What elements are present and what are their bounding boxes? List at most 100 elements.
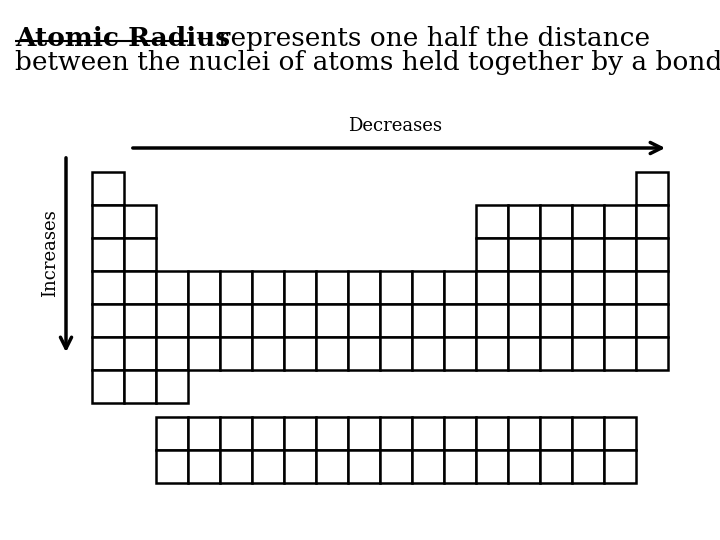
- Bar: [284, 450, 316, 483]
- Bar: [444, 271, 476, 304]
- Bar: [92, 304, 124, 337]
- Bar: [604, 205, 636, 238]
- Bar: [348, 337, 380, 370]
- Bar: [220, 450, 252, 483]
- Bar: [220, 271, 252, 304]
- Bar: [572, 205, 604, 238]
- Bar: [124, 370, 156, 403]
- Bar: [92, 370, 124, 403]
- Bar: [540, 205, 572, 238]
- Bar: [508, 450, 540, 483]
- Bar: [508, 271, 540, 304]
- Bar: [156, 304, 188, 337]
- Bar: [316, 337, 348, 370]
- Bar: [412, 304, 444, 337]
- Bar: [252, 450, 284, 483]
- Bar: [92, 271, 124, 304]
- Bar: [380, 271, 412, 304]
- Bar: [604, 304, 636, 337]
- Bar: [572, 337, 604, 370]
- Bar: [316, 417, 348, 450]
- Bar: [252, 337, 284, 370]
- Bar: [284, 271, 316, 304]
- Bar: [284, 417, 316, 450]
- Bar: [412, 271, 444, 304]
- Bar: [124, 271, 156, 304]
- Bar: [124, 205, 156, 238]
- Bar: [284, 337, 316, 370]
- Bar: [188, 417, 220, 450]
- Bar: [636, 337, 668, 370]
- Bar: [476, 304, 508, 337]
- Bar: [156, 370, 188, 403]
- Text: between the nuclei of atoms held together by a bond.: between the nuclei of atoms held togethe…: [15, 50, 720, 75]
- Bar: [348, 450, 380, 483]
- Bar: [508, 205, 540, 238]
- Bar: [156, 450, 188, 483]
- Bar: [380, 417, 412, 450]
- Bar: [636, 271, 668, 304]
- Bar: [572, 417, 604, 450]
- Bar: [540, 304, 572, 337]
- Bar: [380, 337, 412, 370]
- Bar: [188, 304, 220, 337]
- Bar: [540, 271, 572, 304]
- Bar: [572, 450, 604, 483]
- Bar: [604, 450, 636, 483]
- Bar: [156, 417, 188, 450]
- Bar: [540, 417, 572, 450]
- Bar: [348, 417, 380, 450]
- Bar: [540, 450, 572, 483]
- Bar: [348, 271, 380, 304]
- Bar: [508, 417, 540, 450]
- Bar: [188, 337, 220, 370]
- Bar: [476, 205, 508, 238]
- Bar: [604, 271, 636, 304]
- Bar: [444, 450, 476, 483]
- Bar: [316, 271, 348, 304]
- Bar: [188, 450, 220, 483]
- Bar: [220, 337, 252, 370]
- Bar: [476, 238, 508, 271]
- Bar: [220, 417, 252, 450]
- Bar: [412, 337, 444, 370]
- Bar: [508, 304, 540, 337]
- Bar: [476, 337, 508, 370]
- Bar: [636, 304, 668, 337]
- Bar: [444, 304, 476, 337]
- Bar: [604, 337, 636, 370]
- Text: – represents one half the distance: – represents one half the distance: [188, 26, 650, 51]
- Text: Increases: Increases: [41, 209, 59, 297]
- Bar: [156, 337, 188, 370]
- Bar: [476, 450, 508, 483]
- Bar: [476, 271, 508, 304]
- Bar: [636, 238, 668, 271]
- Bar: [92, 172, 124, 205]
- Bar: [380, 450, 412, 483]
- Bar: [636, 205, 668, 238]
- Bar: [92, 205, 124, 238]
- Bar: [124, 304, 156, 337]
- Text: Atomic Radius: Atomic Radius: [15, 26, 230, 51]
- Bar: [252, 417, 284, 450]
- Bar: [604, 417, 636, 450]
- Bar: [444, 337, 476, 370]
- Bar: [220, 304, 252, 337]
- Bar: [508, 337, 540, 370]
- Bar: [124, 337, 156, 370]
- Bar: [156, 271, 188, 304]
- Bar: [92, 238, 124, 271]
- Bar: [348, 304, 380, 337]
- Bar: [284, 304, 316, 337]
- Bar: [124, 238, 156, 271]
- Bar: [636, 172, 668, 205]
- Bar: [540, 238, 572, 271]
- Bar: [252, 271, 284, 304]
- Bar: [476, 417, 508, 450]
- Bar: [540, 337, 572, 370]
- Bar: [412, 450, 444, 483]
- Bar: [572, 304, 604, 337]
- Bar: [92, 337, 124, 370]
- Bar: [604, 238, 636, 271]
- Bar: [316, 304, 348, 337]
